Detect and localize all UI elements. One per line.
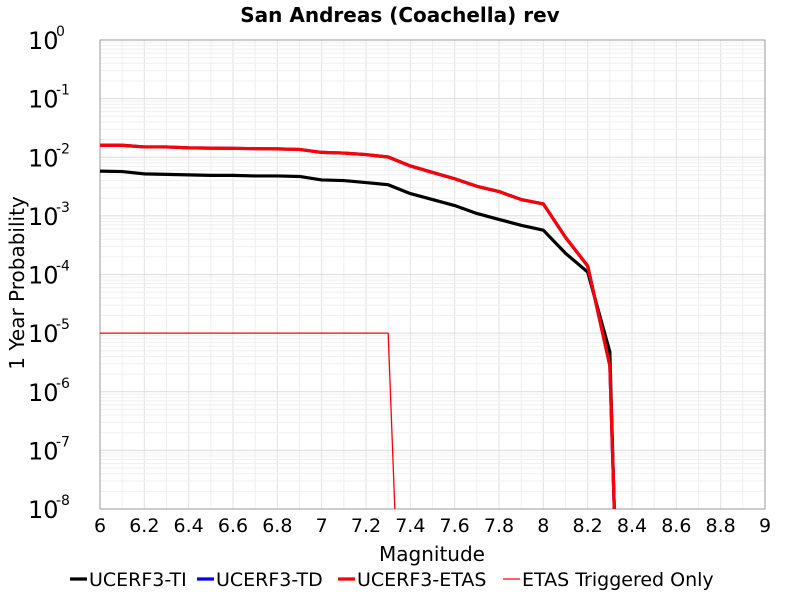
legend-item: UCERF3-TD [197,569,323,591]
y-tick-label: 10-2 [28,141,70,172]
y-tick-label: 10-3 [28,200,70,231]
x-tick-label: 6.8 [262,515,292,537]
y-tick-label: 10-6 [28,376,70,407]
legend-item: UCERF3-TI [70,569,187,591]
y-tick-base: 10 [28,86,59,114]
x-tick-label: 7.6 [440,515,470,537]
legend-label: ETAS Triggered Only [522,569,714,591]
y-tick-label: 10-7 [28,434,70,465]
y-tick-exponent: -2 [56,141,70,157]
series-line-0 [99,169,616,510]
y-tick-label: 10-5 [28,317,70,348]
x-tick-label: 8.8 [706,515,736,537]
y-tick-exponent: 0 [56,24,65,40]
plot-area [99,39,766,510]
y-tick-exponent: -3 [56,200,70,216]
series-line-2 [100,143,616,510]
y-tick-label: 100 [28,24,65,55]
x-tick-label: 7 [316,515,328,537]
x-tick-label: 6 [94,515,106,537]
y-tick-exponent: -8 [56,493,70,509]
y-tick-base: 10 [28,437,59,465]
y-axis-label: 1 Year Probability [5,196,29,370]
chart-title: San Andreas (Coachella) rev [240,3,559,27]
x-axis-label: Magnitude [379,542,485,566]
y-tick-base: 10 [28,496,59,524]
series-line-1 [100,143,616,510]
series-line-3 [100,332,396,510]
x-tick-label: 6.2 [129,515,159,537]
x-tick-label: 7.2 [351,515,381,537]
x-tick-label: 9 [759,515,771,537]
y-tick-label: 10-8 [28,493,70,524]
legend-label: UCERF3-TI [89,569,187,591]
y-tick-label: 10-1 [28,83,70,114]
legend-item: UCERF3-ETAS [338,569,486,591]
y-tick-label: 10-4 [28,259,70,290]
x-axis-ticks: 6 6.2 6.4 6.6 6.8 7 7.2 7.4 7.6 7.8 8 8.2 8.4 8.6 8.8 9 [94,515,771,537]
x-tick-label: 8.6 [661,515,691,537]
x-tick-label: 6.4 [174,515,204,537]
series-layer [99,143,616,510]
x-tick-label: 8.4 [617,515,647,537]
legend: UCERF3-TI UCERF3-TD UCERF3-ETAS ETAS Trigge… [70,569,714,591]
legend-item: ETAS Triggered Only [503,569,714,591]
y-tick-base: 10 [28,203,59,231]
y-tick-base: 10 [28,379,59,407]
y-tick-base: 10 [28,144,59,172]
y-tick-base: 10 [28,320,59,348]
y-tick-exponent: -5 [56,317,70,333]
legend-label: UCERF3-ETAS [357,569,486,591]
x-tick-label: 8.2 [573,515,603,537]
x-tick-label: 8 [537,515,549,537]
y-tick-exponent: -4 [56,259,70,275]
y-tick-exponent: -1 [56,83,70,99]
y-tick-base: 10 [28,262,59,290]
x-tick-label: 7.8 [484,515,514,537]
grid [99,40,766,510]
y-tick-exponent: -7 [56,434,70,450]
x-tick-label: 6.6 [218,515,248,537]
x-tick-label: 7.4 [395,515,425,537]
y-tick-exponent: -6 [56,376,70,392]
y-tick-base: 10 [28,27,59,55]
legend-label: UCERF3-TD [216,569,323,591]
